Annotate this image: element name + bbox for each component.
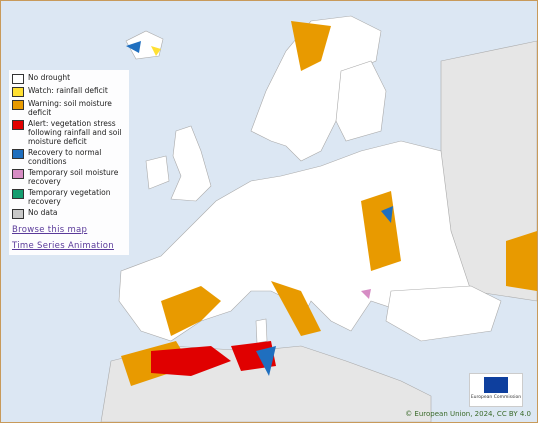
legend-swatch bbox=[12, 169, 24, 179]
legend-swatch bbox=[12, 74, 24, 84]
legend-item: Warning: soil moisture deficit bbox=[12, 99, 127, 117]
ireland bbox=[145, 155, 170, 190]
iceland bbox=[125, 30, 164, 60]
drought-areas bbox=[121, 21, 537, 386]
legend-swatch bbox=[12, 149, 24, 159]
legend-swatch bbox=[12, 120, 24, 130]
legend-label: Recovery to normal conditions bbox=[28, 148, 102, 166]
map-link[interactable]: Time Series Animation bbox=[12, 241, 114, 251]
legend-label: Temporary vegetation recovery bbox=[28, 188, 111, 206]
legend-item: Watch: rainfall deficit bbox=[12, 86, 127, 97]
legend: No drought Watch: rainfall deficit Warning… bbox=[9, 70, 129, 255]
finland bbox=[335, 60, 387, 142]
logo-text: European Commission bbox=[470, 395, 522, 400]
legend-label: No drought bbox=[28, 73, 71, 82]
legend-swatch bbox=[12, 189, 24, 199]
legend-label: Temporary soil moisture recovery bbox=[28, 168, 119, 186]
turkey bbox=[385, 285, 502, 342]
legend-label: Watch: rainfall deficit bbox=[28, 86, 108, 95]
map-link[interactable]: Browse this map bbox=[12, 225, 88, 235]
legend-item: No data bbox=[12, 208, 127, 219]
legend-item: Recovery to normal conditions bbox=[12, 148, 127, 166]
legend-item: Alert: vegetation stress following rainf… bbox=[12, 119, 127, 146]
britain bbox=[170, 125, 212, 202]
sardinia bbox=[255, 318, 268, 344]
legend-swatch bbox=[12, 100, 24, 110]
copyright: © European Union, 2024, CC BY 4.0 bbox=[405, 410, 531, 418]
legend-item: No drought bbox=[12, 73, 127, 84]
legend-item: Temporary soil moisture recovery bbox=[12, 168, 127, 186]
eu-logo: European Commission bbox=[469, 373, 523, 407]
legend-label: Warning: soil moisture deficit bbox=[28, 99, 112, 117]
legend-item: Temporary vegetation recovery bbox=[12, 188, 127, 206]
legend-label: No data bbox=[28, 208, 58, 217]
legend-label: Alert: vegetation stress following rainf… bbox=[28, 119, 122, 146]
legend-swatch bbox=[12, 209, 24, 219]
legend-swatch bbox=[12, 87, 24, 97]
